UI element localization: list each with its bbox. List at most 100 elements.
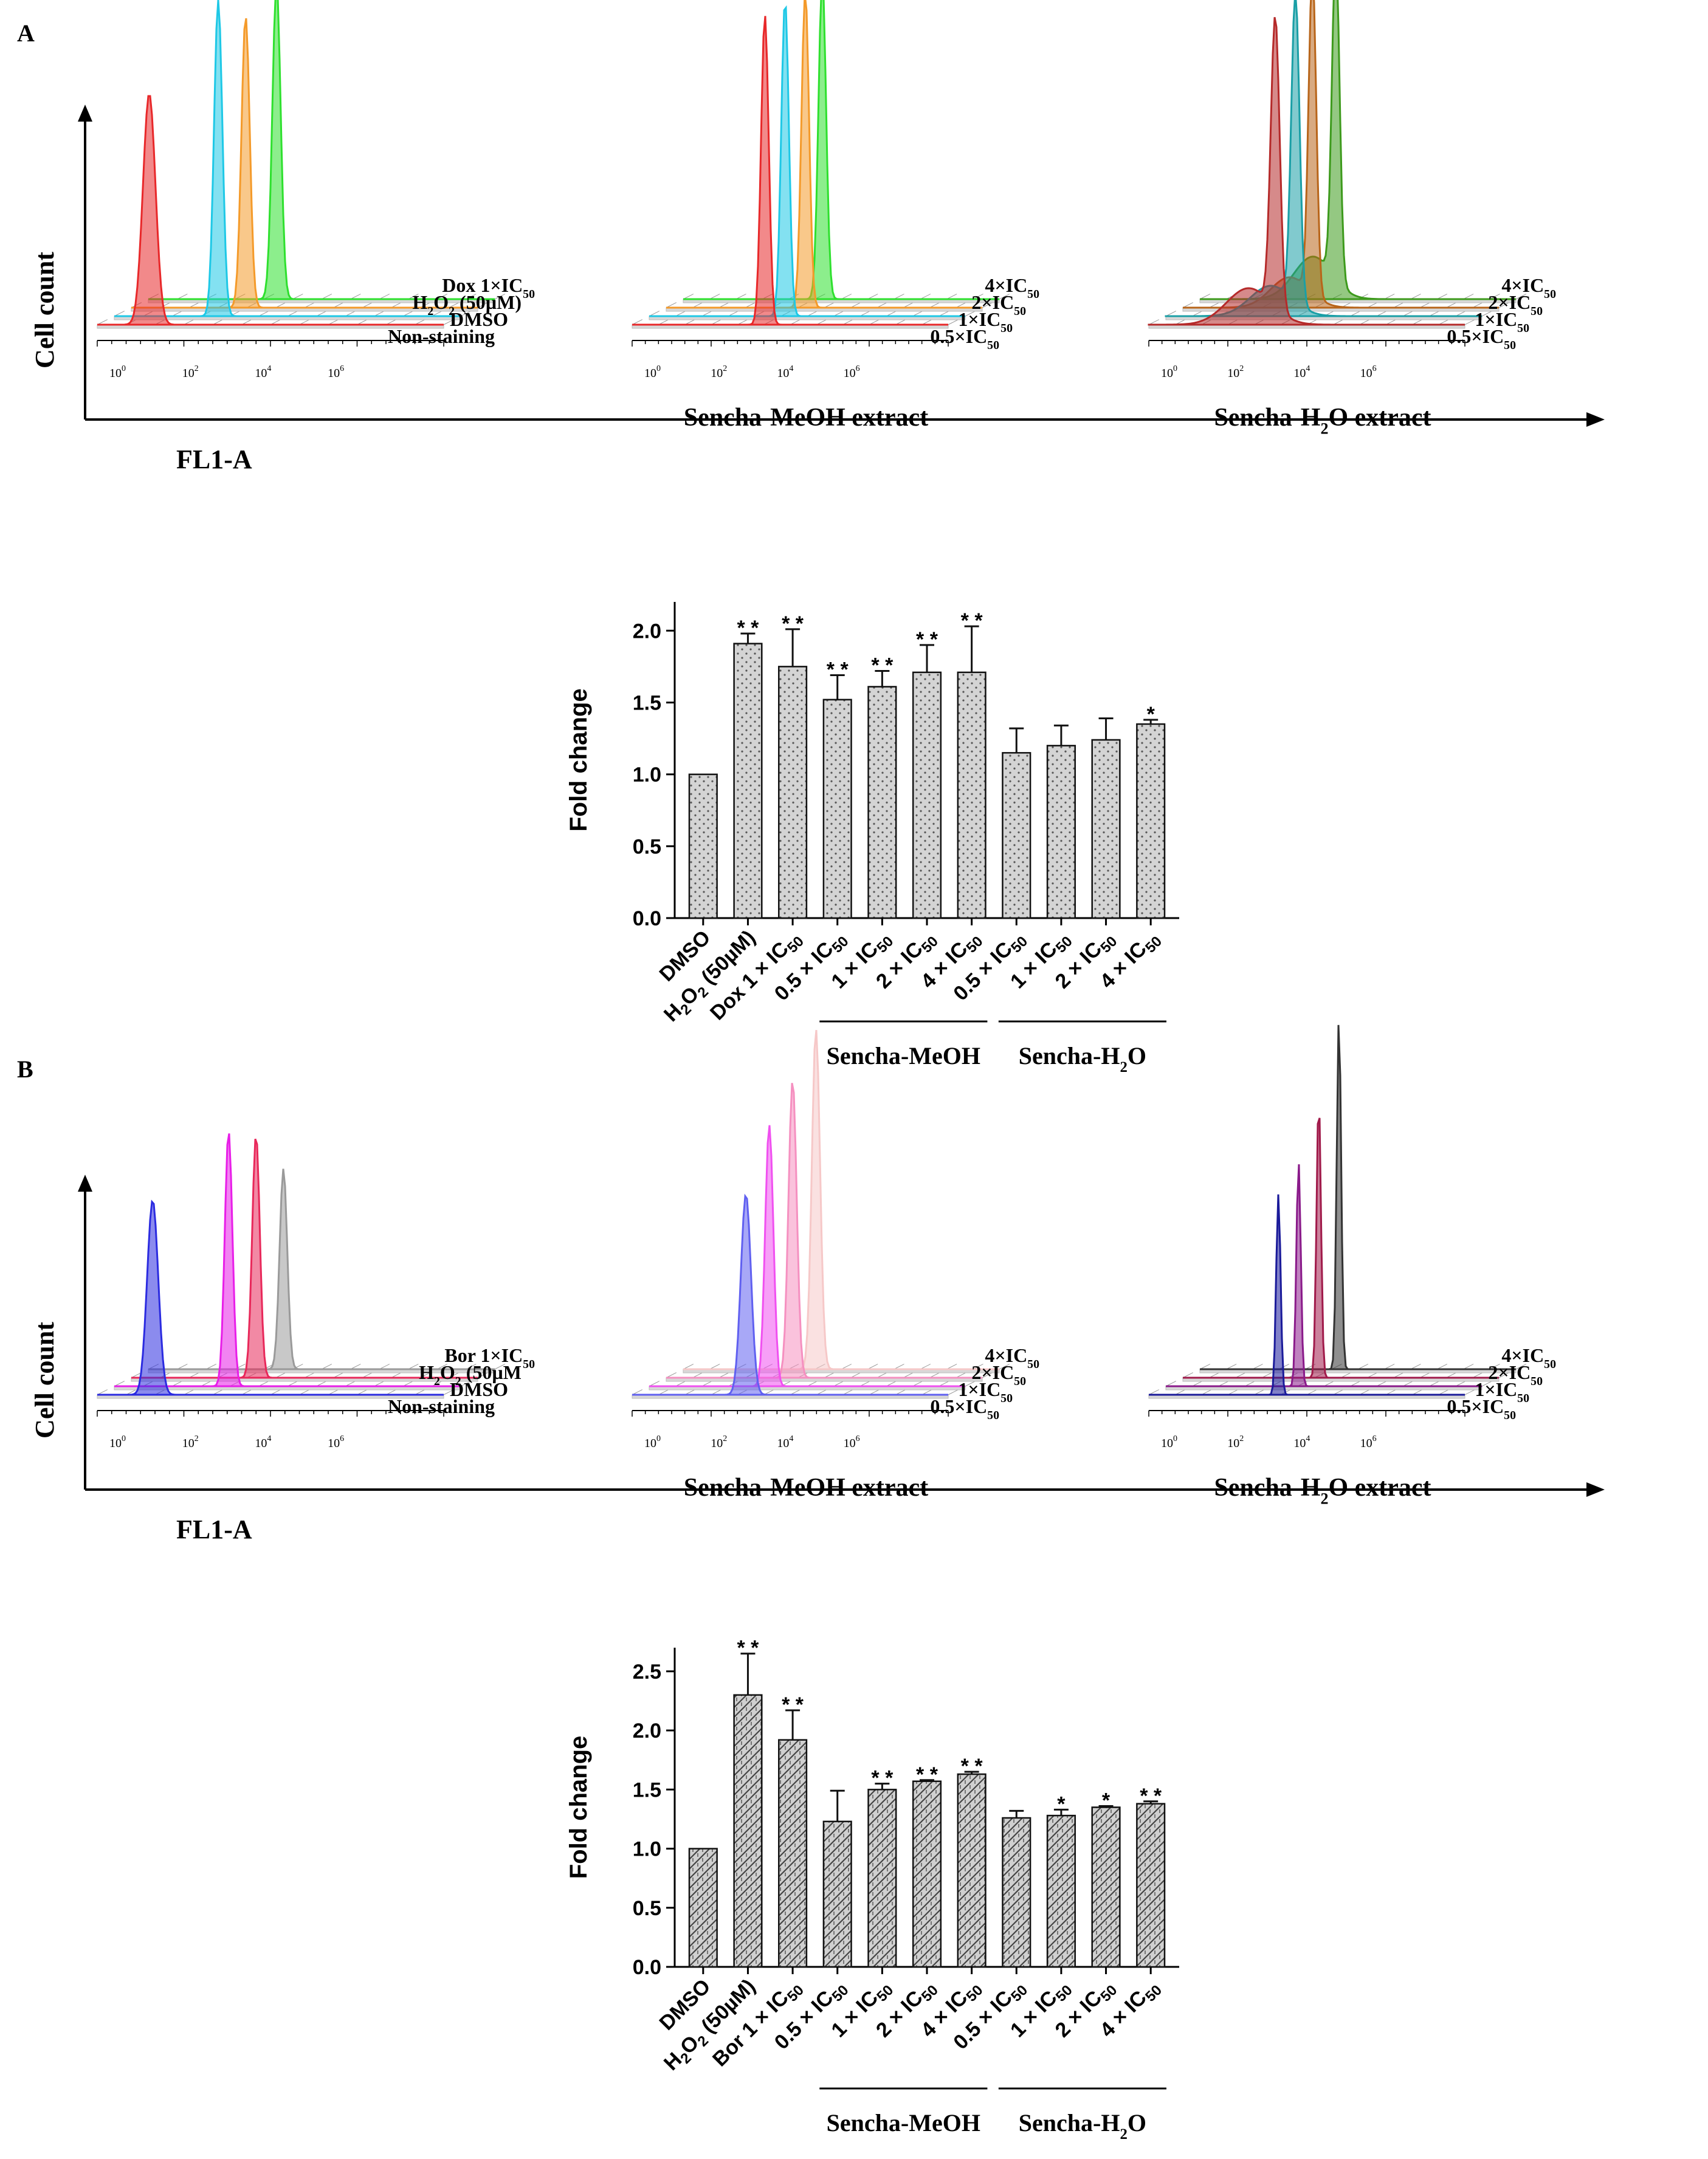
bar-5 (912, 671, 942, 919)
legend-B-1-0-text: 4×IC (985, 1344, 1027, 1366)
legend-B-2-2-sub: 50 (1517, 1392, 1529, 1405)
significance-2: * * (782, 612, 804, 635)
hist-B-0-tick-label: 100 (109, 1434, 126, 1450)
significance-5: * * (916, 1763, 938, 1786)
bar-8 (1046, 1814, 1076, 1968)
hist-B-0-trace-2 (131, 1138, 478, 1379)
cell-count-label: Cell count (30, 252, 60, 368)
bar-6 (957, 671, 987, 919)
hist-B-0-floor-grid (494, 1364, 506, 1370)
legend-B-2-1-sub: 50 (1531, 1375, 1543, 1388)
panel-label-a: A (17, 19, 35, 47)
y-axis-title: Fold change (565, 688, 592, 832)
hist-A-1-tick-base: 10 (644, 367, 656, 380)
legend-A-0-1-sub2: 2 (449, 305, 455, 318)
hist-A-2-tick-exp: 0 (1173, 364, 1177, 373)
hist-B-1-floor-grid (965, 1381, 976, 1387)
hist-A-0-floor-grid (477, 302, 489, 308)
hist-A-0-floor-grid (443, 319, 455, 325)
group-title-B-2-text: Sencha-H (1214, 1474, 1320, 1502)
hist-B-1-tick-base: 10 (844, 1437, 856, 1450)
group-title-B-1-text: Sencha-MeOH extract (684, 1474, 928, 1502)
hist-A-2-tick-base: 10 (1360, 367, 1372, 380)
hist-B-1-tick-label: 100 (644, 1434, 661, 1450)
legend-A-2-3-text: 0.5×IC (1447, 325, 1504, 347)
bar-7 (1002, 1817, 1031, 1968)
legend-A-0-2-text: DMSO (450, 308, 508, 330)
legend-B-2-3-text: 0.5×IC (1447, 1395, 1504, 1417)
hist-A-1-trace-3 (683, 0, 999, 300)
hist-B-1-floor-grid (982, 1372, 993, 1378)
legend-A-2-0-text: 4×IC (1501, 274, 1544, 296)
hist-A-1-floor-grid (948, 319, 959, 325)
hist-B-2-floor-grid (1498, 1372, 1510, 1378)
hist-B-2-floor-grid (1515, 1364, 1527, 1370)
significance-5: * * (916, 628, 938, 651)
legend-A-0-0-sub: 50 (523, 288, 535, 301)
legend-B-0-1-sub2: 2 (455, 1375, 461, 1388)
bracket-label-0: Sencha-MeOH (827, 1042, 980, 1069)
bracket-label-0: Sencha-MeOH (827, 2109, 980, 2137)
hist-A-2-tick-exp: 2 (1239, 364, 1244, 373)
legend-B-0-1: H2O2 (50µM (419, 1361, 522, 1388)
legend-A-1-1-sub: 50 (1014, 305, 1026, 318)
bracket-label-0-text: Sencha-MeOH (827, 1042, 980, 1069)
y-tick-label: 0.0 (633, 1956, 661, 1979)
legend-B-1-2-text: 1×IC (958, 1378, 1000, 1400)
y-tick-label: 0.5 (633, 1897, 661, 1920)
hist-B-2-tick-exp: 2 (1239, 1434, 1244, 1443)
significance-4: * * (871, 654, 894, 677)
legend-A-1-0-text: 4×IC (985, 274, 1027, 296)
y-tick-label: 1.5 (633, 1778, 661, 1801)
hist-A-2-tick-base: 10 (1227, 367, 1239, 380)
cell-count-label: Cell count (30, 1322, 60, 1439)
legend-A-1-0: 4×IC50 (985, 274, 1039, 301)
hist-B-1-tick-exp: 0 (656, 1434, 661, 1443)
hist-B-1-floor-grid (948, 1389, 959, 1395)
hist-A-0-tick-label: 104 (255, 364, 271, 380)
bar-6 (957, 1773, 987, 1968)
fl1-a-label: FL1-A (176, 1515, 252, 1544)
y-axis-arrowhead (78, 105, 92, 122)
hist-A-2-tick-exp: 6 (1372, 364, 1377, 373)
significance-9: * (1102, 1789, 1111, 1812)
hist-A-2-tick-base: 10 (1161, 367, 1173, 380)
legend-A-0-0: Dox 1×IC50 (442, 274, 535, 301)
legend-B-0-3-text: Non-staining (388, 1395, 495, 1417)
hist-B-2-tick-exp: 4 (1306, 1434, 1310, 1443)
bar-0 (688, 1848, 718, 1968)
legend-B-0-0-sub: 50 (523, 1358, 535, 1371)
hist-B-0-tick-exp: 6 (340, 1434, 344, 1443)
significance-3: * * (827, 658, 849, 682)
hist-B-0-tick-base: 10 (182, 1437, 195, 1450)
significance-1: * * (737, 1637, 759, 1660)
bar-10 (1136, 1803, 1166, 1968)
group-title-B-2-tail: O extract (1328, 1474, 1431, 1502)
legend-B-1-3-text: 0.5×IC (930, 1395, 987, 1417)
legend-A-1-3: 0.5×IC50 (930, 325, 999, 352)
hist-B-0-tick-exp: 2 (195, 1434, 199, 1443)
legend-A-1-2: 1×IC50 (958, 308, 1013, 335)
legend-B-2-1: 2×IC50 (1488, 1361, 1543, 1388)
group-title-A-1-text: Sencha-MeOH extract (684, 404, 928, 432)
bar-10 (1136, 723, 1166, 919)
y-tick-label: 2.0 (633, 1719, 661, 1743)
legend-B-1-1-sub: 50 (1014, 1375, 1026, 1388)
group-title-A-2-sub: 2 (1320, 420, 1328, 437)
bar-9 (1091, 739, 1121, 919)
legend-B-1-3: 0.5×IC50 (930, 1395, 999, 1422)
significance-2: * * (782, 1693, 804, 1716)
bracket-label-0-text: Sencha-MeOH (827, 2109, 980, 2137)
group-title-B-2-sub: 2 (1320, 1490, 1328, 1507)
legend-A-2-2: 1×IC50 (1475, 308, 1529, 335)
hist-B-2-tick-exp: 0 (1173, 1434, 1177, 1443)
significance-10: * (1147, 703, 1155, 726)
legend-A-1-3-sub: 50 (987, 339, 999, 352)
hist-A-0-tick-exp: 6 (340, 364, 344, 373)
hist-B-0-tick-label: 102 (182, 1434, 199, 1450)
y-axis-arrowhead (78, 1175, 92, 1192)
hist-A-2-tick-label: 102 (1227, 364, 1244, 380)
legend-B-0-3: Non-staining (388, 1395, 495, 1417)
